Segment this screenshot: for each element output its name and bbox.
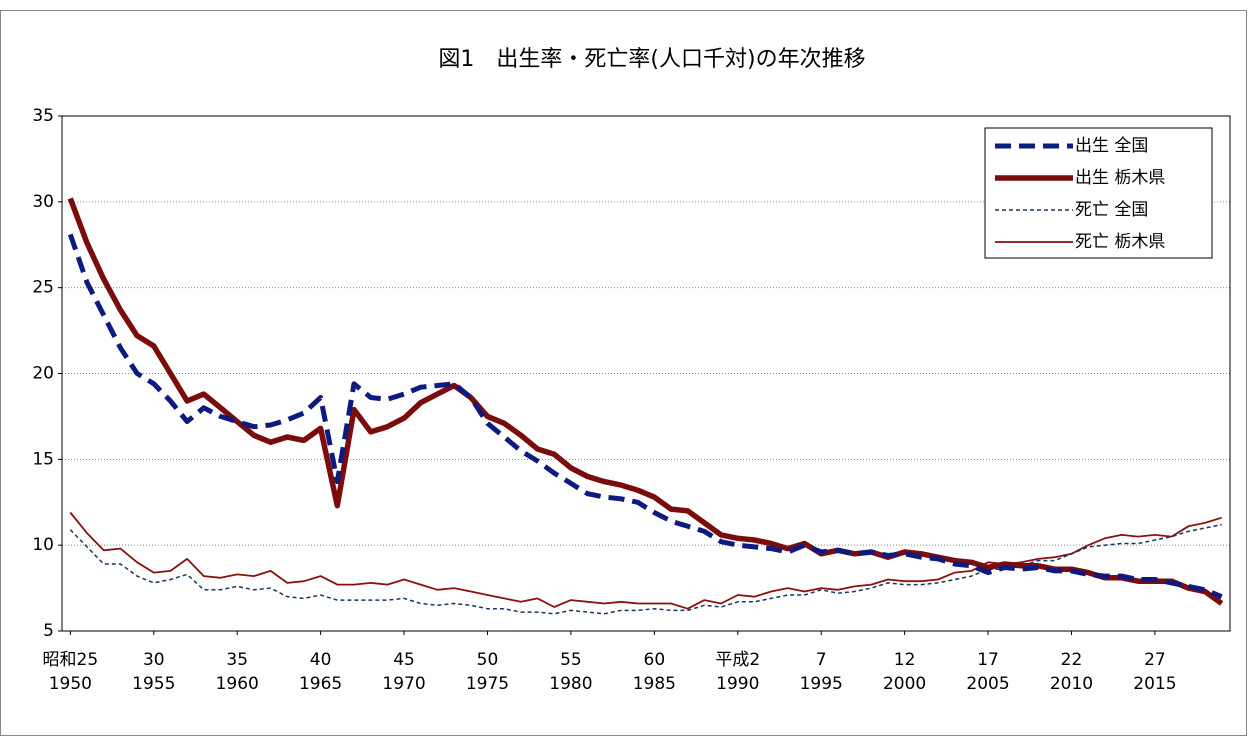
x-tick-label: 1970 (382, 674, 425, 694)
chart-title: 図1 出生率・死亡率(人口千対)の年次推移 (438, 47, 865, 72)
x-tick-label: 1990 (716, 674, 759, 694)
y-tick-label: 20 (32, 364, 54, 384)
x-tick-label: 2005 (966, 674, 1009, 694)
legend-label: 出生 栃木県 (1075, 168, 1165, 188)
series-line (67, 233, 1223, 600)
x-tick-label: 55 (560, 650, 582, 670)
y-tick-label: 15 (32, 449, 54, 469)
legend-label: 死亡 栃木県 (1075, 232, 1165, 252)
x-tick-label: 2000 (883, 674, 926, 694)
legend-box (984, 127, 1213, 259)
x-tick-label: 35 (226, 650, 248, 670)
x-tick-label: 1995 (800, 674, 843, 694)
x-tick-label: 2015 (1133, 674, 1176, 694)
plot-frame (61, 115, 1231, 632)
x-tick-label: 1975 (466, 674, 509, 694)
legend-label: 死亡 全国 (1075, 200, 1148, 220)
x-tick-label: 平成2 (715, 650, 760, 670)
x-tick-label: 45 (393, 650, 415, 670)
x-tick-label: 1985 (633, 674, 676, 694)
x-tick-label: 50 (477, 650, 499, 670)
legend-label: 出生 全国 (1075, 136, 1148, 156)
x-tick-label: 1980 (549, 674, 592, 694)
x-tick-label: 12 (894, 650, 916, 670)
x-tick-label: 17 (977, 650, 999, 670)
y-tick-label: 10 (32, 535, 54, 555)
y-tick-label: 5 (43, 621, 54, 641)
x-tick-label: 60 (644, 650, 666, 670)
y-tick-label: 30 (32, 192, 54, 212)
x-tick-label: 30 (143, 650, 165, 670)
x-tick-label: 7 (816, 650, 827, 670)
series-line (69, 511, 1222, 610)
x-tick-label: 22 (1061, 650, 1083, 670)
x-tick-label: 27 (1144, 650, 1166, 670)
series-line (69, 523, 1222, 615)
x-tick-label: 1960 (216, 674, 259, 694)
series-line (67, 197, 1224, 606)
x-tick-label: 1950 (49, 674, 92, 694)
y-tick-label: 35 (32, 106, 54, 126)
x-tick-label: 2010 (1050, 674, 1093, 694)
y-tick-label: 25 (32, 278, 54, 298)
x-tick-label: 昭和25 (43, 650, 99, 670)
x-tick-label: 40 (310, 650, 332, 670)
x-tick-label: 1965 (299, 674, 342, 694)
x-tick-label: 1955 (132, 674, 175, 694)
